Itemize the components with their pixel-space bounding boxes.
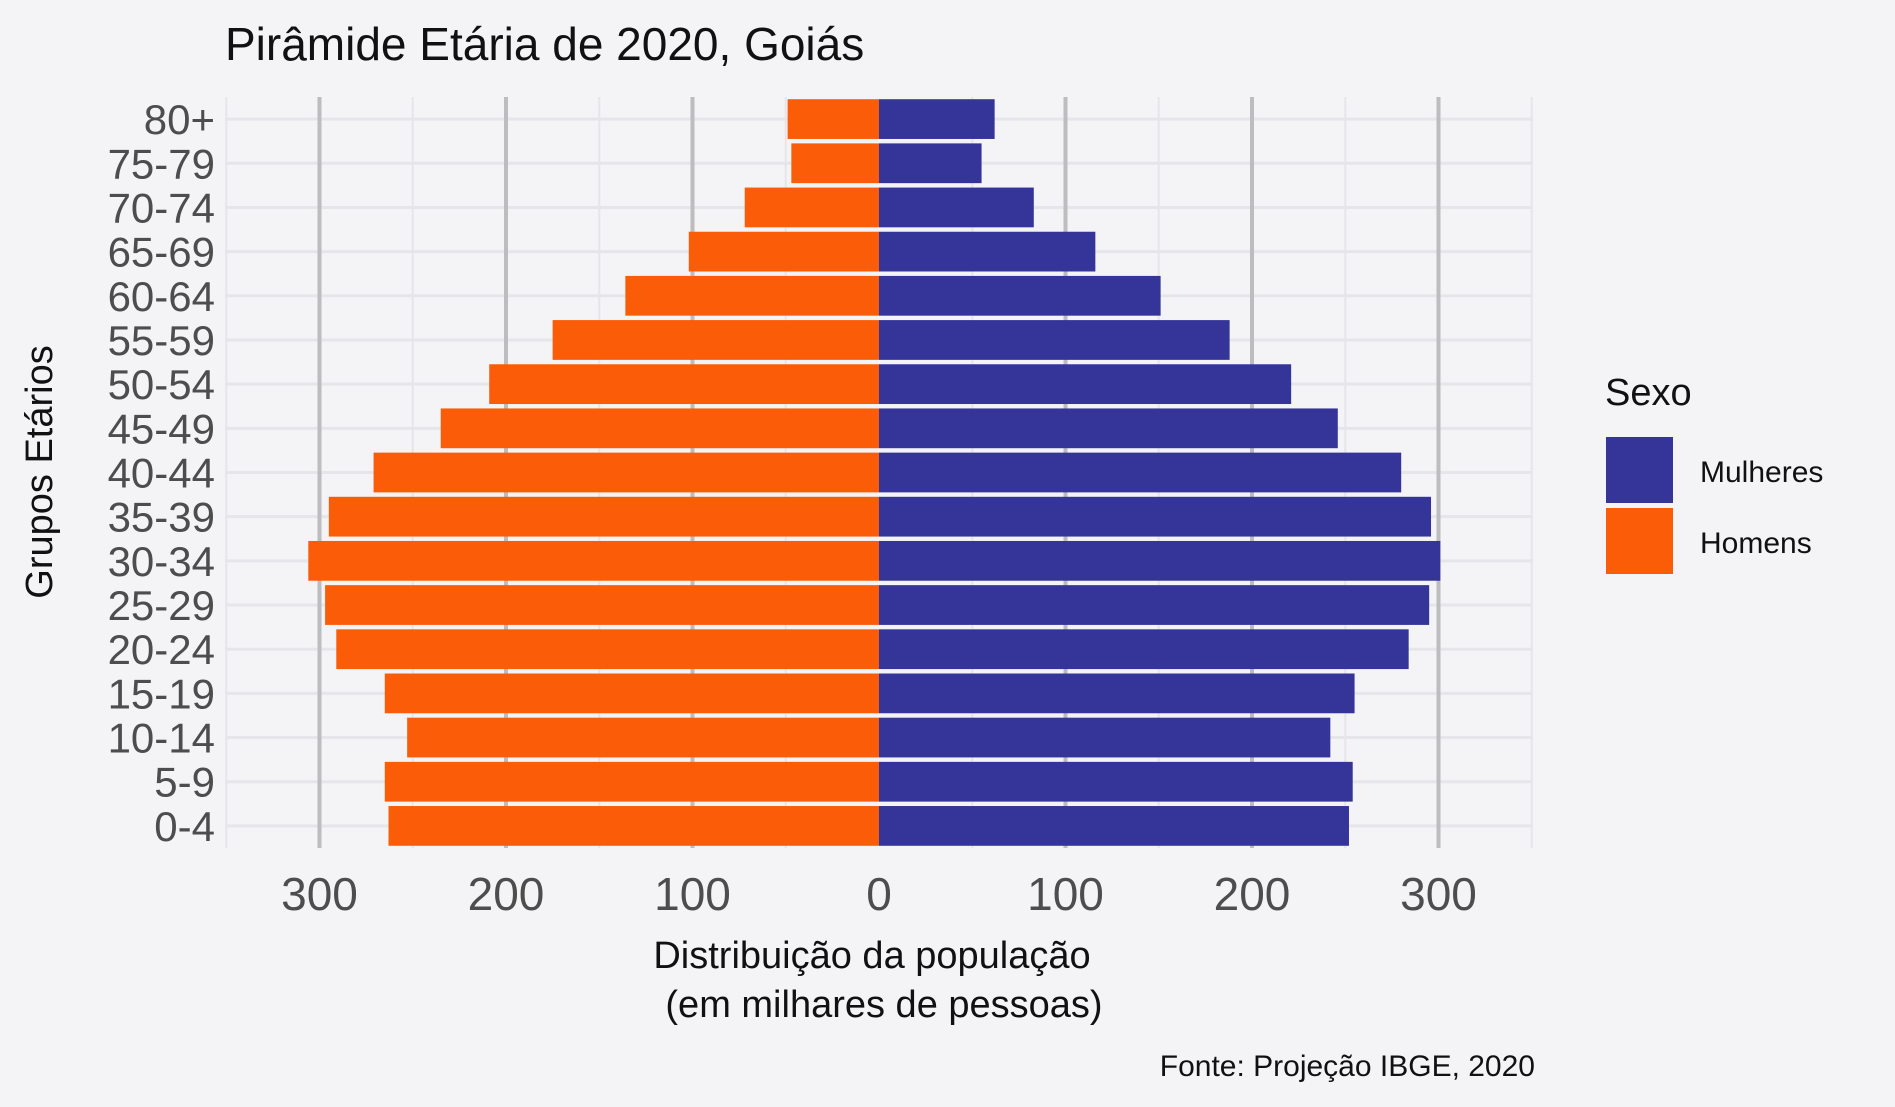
x-tick-label: 100	[654, 868, 731, 920]
bar-mulheres-35-39	[879, 496, 1432, 537]
bar-homens-10-14	[407, 717, 879, 758]
legend: Sexo Mulheres Homens	[1605, 372, 1823, 574]
y-tick-label: 30-34	[108, 538, 215, 585]
bar-homens-70-74	[744, 187, 879, 228]
bar-homens-25-29	[325, 585, 880, 625]
bar-homens-55-59	[552, 320, 879, 360]
bar-homens-40-44	[373, 452, 879, 493]
x-axis-label-line2: (em milhares de pessoas)	[665, 984, 1102, 1026]
x-tick-label: 300	[1400, 868, 1477, 920]
bar-mulheres-75-79	[879, 143, 982, 184]
bar-mulheres-0-4	[879, 806, 1349, 846]
y-tick-label: 35-39	[108, 494, 215, 541]
bar-mulheres-10-14	[879, 717, 1331, 758]
x-tick-label: 100	[1027, 868, 1104, 920]
chart-title: Pirâmide Etária de 2020, Goiás	[225, 18, 864, 70]
bar-homens-20-24	[336, 629, 879, 670]
y-tick-label: 25-29	[108, 582, 215, 629]
caption: Fonte: Projeção IBGE, 2020	[1160, 1050, 1535, 1083]
bar-mulheres-25-29	[879, 585, 1430, 625]
legend-swatch-mulheres	[1606, 437, 1673, 503]
bar-mulheres-60-64	[879, 275, 1161, 316]
y-tick-label: 55-59	[108, 317, 215, 364]
legend-label-mulheres: Mulheres	[1700, 456, 1823, 489]
y-tick-label: 0-4	[154, 803, 215, 850]
bar-homens-50-54	[489, 364, 879, 405]
bar-homens-60-64	[625, 275, 879, 316]
bar-mulheres-40-44	[879, 452, 1402, 493]
bar-mulheres-80+	[879, 99, 995, 139]
y-tick-label: 50-54	[108, 361, 215, 408]
bar-homens-15-19	[384, 673, 879, 714]
y-tick-label: 60-64	[108, 273, 215, 320]
bar-homens-45-49	[440, 408, 879, 449]
bar-homens-65-69	[688, 231, 879, 272]
y-tick-label: 20-24	[108, 626, 215, 673]
y-tick-label: 15-19	[108, 670, 215, 717]
x-axis-label-line1: Distribuição da população	[653, 935, 1090, 977]
bar-homens-35-39	[328, 496, 879, 537]
y-tick-label: 10-14	[108, 715, 215, 762]
bar-mulheres-55-59	[879, 320, 1230, 360]
bar-mulheres-30-34	[879, 540, 1441, 581]
y-tick-label: 75-79	[108, 140, 215, 187]
bar-mulheres-20-24	[879, 629, 1409, 670]
y-tick-label: 45-49	[108, 405, 215, 452]
bar-mulheres-50-54	[879, 364, 1292, 405]
bar-homens-80+	[787, 99, 879, 139]
bar-mulheres-65-69	[879, 231, 1096, 272]
bar-mulheres-70-74	[879, 187, 1034, 228]
bar-homens-0-4	[388, 806, 879, 846]
bar-mulheres-5-9	[879, 761, 1353, 802]
y-tick-label: 40-44	[108, 450, 215, 497]
x-tick-label: 200	[468, 868, 545, 920]
x-tick-label: 300	[281, 868, 358, 920]
bar-homens-30-34	[308, 540, 879, 581]
y-axis-label: Grupos Etários	[19, 345, 61, 598]
y-tick-label: 80+	[144, 96, 215, 143]
y-tick-label: 65-69	[108, 229, 215, 276]
y-tick-label: 5-9	[154, 759, 215, 806]
legend-title: Sexo	[1605, 372, 1692, 414]
bar-mulheres-45-49	[879, 408, 1338, 449]
bars-layer	[308, 99, 1441, 846]
legend-label-homens: Homens	[1700, 527, 1812, 560]
bar-homens-75-79	[791, 143, 879, 184]
x-tick-label: 200	[1214, 868, 1291, 920]
labels-layer: 0-45-910-1415-1920-2425-2930-3435-3940-4…	[108, 96, 1477, 920]
x-tick-label: 0	[866, 868, 892, 920]
bar-homens-5-9	[384, 761, 879, 802]
legend-swatch-homens	[1606, 508, 1673, 574]
bar-mulheres-15-19	[879, 673, 1355, 714]
y-tick-label: 70-74	[108, 184, 215, 231]
